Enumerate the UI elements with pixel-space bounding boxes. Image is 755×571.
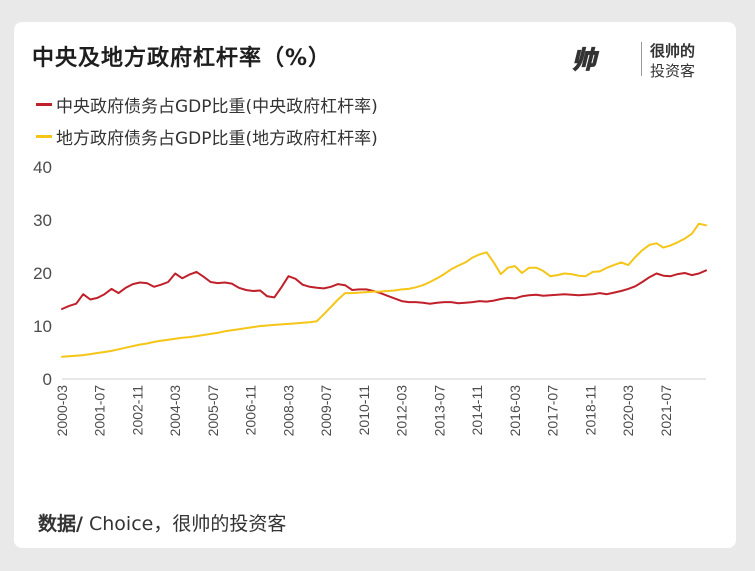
brand-logo: 帅 很帅的 投资客 <box>571 36 712 84</box>
legend-swatch-local <box>36 134 52 138</box>
source-prefix: 数据/ <box>38 513 83 535</box>
legend-swatch-central <box>36 102 52 106</box>
x-tick-label: 2001-07 <box>92 385 108 437</box>
x-tick-label: 2009-07 <box>318 385 334 437</box>
x-tick-label: 2004-03 <box>167 385 183 437</box>
y-tick-label: 10 <box>33 317 52 336</box>
y-tick-label: 0 <box>43 370 52 389</box>
logo-text-line2: 投资客 <box>650 62 696 80</box>
legend-label-central: 中央政府债务占GDP比重(中央政府杠杆率) <box>56 96 378 117</box>
y-tick-label: 20 <box>33 264 52 283</box>
x-tick-label: 2006-11 <box>243 385 259 436</box>
source-note: 数据/ Choice，很帅的投资客 <box>38 509 286 536</box>
x-tick-label: 2012-03 <box>394 385 410 437</box>
x-tick-label: 2008-03 <box>280 385 296 437</box>
series-line-local <box>61 222 707 358</box>
x-tick-label: 2021-07 <box>658 385 674 437</box>
chart-card: 中央及地方政府杠杆率（%） 帅 很帅的 投资客 中央政府债务占GDP比重(中央政… <box>14 22 736 548</box>
x-tick-label: 2018-11 <box>582 385 598 436</box>
x-tick-label: 2010-11 <box>356 385 372 436</box>
y-tick-label: 40 <box>33 158 52 177</box>
x-tick-label: 2016-03 <box>507 385 523 437</box>
y-tick-label: 30 <box>33 211 52 230</box>
source-text: Choice，很帅的投资客 <box>82 513 287 535</box>
x-tick-label: 2002-11 <box>129 385 145 436</box>
legend-item-central: 中央政府债务占GDP比重(中央政府杠杆率) <box>36 88 378 120</box>
x-tick-label: 2020-03 <box>620 385 636 437</box>
logo-mark-icon: 帅 <box>571 45 596 74</box>
chart-legend: 中央政府债务占GDP比重(中央政府杠杆率) 地方政府债务占GDP比重(地方政府杠… <box>36 88 378 152</box>
x-tick-label: 2014-11 <box>469 385 485 436</box>
x-tick-label: 2005-07 <box>205 385 221 437</box>
x-tick-label: 2000-03 <box>54 385 70 437</box>
x-tick-label: 2013-07 <box>431 385 447 437</box>
legend-label-local: 地方政府债务占GDP比重(地方政府杠杆率) <box>56 128 378 149</box>
x-tick-label: 2017-07 <box>545 385 561 437</box>
page-title: 中央及地方政府杠杆率（%） <box>32 46 332 71</box>
series-line-central <box>61 269 707 310</box>
line-chart: 0 10 20 30 40 2000-03 2001-07 2002-11 2004-03 200… <box>33 158 707 437</box>
logo-divider <box>641 42 642 76</box>
legend-item-local: 地方政府债务占GDP比重(地方政府杠杆率) <box>36 120 378 152</box>
logo-text-line1: 很帅的 <box>650 42 696 60</box>
